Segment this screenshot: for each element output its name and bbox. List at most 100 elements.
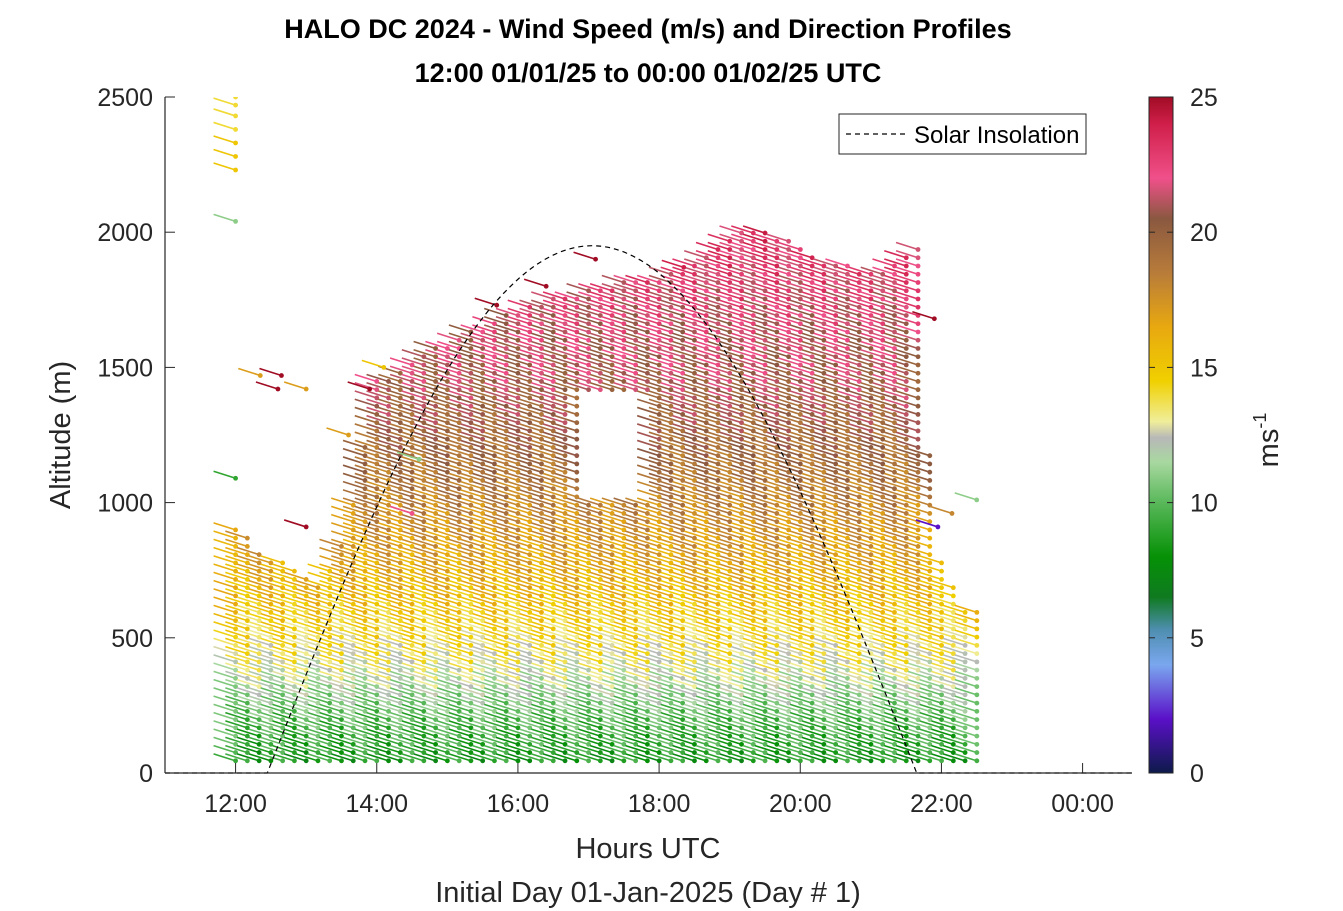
wind-barb-head <box>256 725 262 731</box>
wind-barb-shaft <box>272 662 295 671</box>
wind-barb-head <box>303 576 309 582</box>
wind-barb-head <box>233 552 238 558</box>
wind-barb-head <box>292 593 297 599</box>
wind-barb-shaft <box>319 662 342 671</box>
wind-barb-head <box>268 733 274 739</box>
wind-barb-head <box>562 486 568 492</box>
wind-barbs <box>213 97 980 764</box>
wind-barb-head <box>362 717 368 722</box>
wind-barb-head <box>233 585 238 591</box>
wind-barb-shaft <box>213 588 236 597</box>
wind-barb <box>272 687 297 698</box>
wind-barb-shaft <box>260 662 283 671</box>
wind-barb-head <box>233 642 238 648</box>
wind-barb-head <box>339 700 344 706</box>
wind-barb-head <box>303 651 309 657</box>
wind-barb-head <box>268 651 274 657</box>
wind-barb-head <box>256 667 262 673</box>
wind-barb <box>225 546 250 558</box>
wind-barb-head <box>244 692 250 698</box>
wind-barb <box>272 753 297 764</box>
wind-barb-shaft <box>225 670 248 680</box>
wind-barb-shaft <box>248 728 272 737</box>
wind-barb-head <box>350 626 356 632</box>
wind-barb-head <box>280 634 286 640</box>
wind-barb-shaft <box>331 703 354 713</box>
wind-barb-head <box>256 568 262 574</box>
wind-barb <box>248 555 274 566</box>
wind-barb <box>319 720 344 731</box>
wind-barb-shaft <box>260 555 283 564</box>
wind-barb <box>307 678 333 690</box>
wind-barb-shaft <box>295 711 319 721</box>
wind-barb <box>236 629 262 640</box>
wind-barb <box>260 629 286 640</box>
wind-barb-head <box>468 758 474 764</box>
wind-barb-head <box>574 428 580 434</box>
wind-barb-shaft <box>283 670 307 680</box>
wind-barb-head <box>280 741 286 747</box>
wind-barb <box>295 662 321 673</box>
wind-barb <box>248 621 274 632</box>
wind-barb-shaft <box>248 621 272 630</box>
wind-barb-head <box>315 700 321 706</box>
wind-barb-shaft <box>225 736 248 746</box>
wind-barb <box>319 546 344 558</box>
wind-barb <box>307 629 333 640</box>
wind-barb <box>331 645 356 657</box>
wind-barb-head <box>268 741 274 747</box>
wind-barb <box>319 563 344 574</box>
wind-barb <box>213 629 238 640</box>
wind-barb-shaft <box>272 711 295 721</box>
wind-barb-shaft <box>260 753 283 762</box>
wind-barb-head <box>303 675 309 681</box>
wind-barb-shaft <box>283 695 307 704</box>
wind-barb <box>236 555 262 566</box>
wind-barb-shaft <box>236 703 260 713</box>
wind-barb <box>283 744 309 755</box>
wind-barb-shaft <box>319 621 342 630</box>
wind-barb <box>342 703 368 714</box>
wind-barb <box>283 596 309 607</box>
wind-barb-shaft <box>260 621 283 630</box>
wind-barb-shaft <box>342 629 366 638</box>
wind-barb-head <box>574 436 580 442</box>
wind-barb <box>319 654 344 665</box>
wind-barb <box>272 596 297 607</box>
wind-barb <box>319 645 344 657</box>
wind-barb-shaft <box>342 678 366 688</box>
wind-barb <box>331 612 356 624</box>
wind-barb-shaft <box>295 703 319 713</box>
wind-barb-head <box>233 601 238 607</box>
wind-barb-shaft <box>331 728 354 737</box>
wind-barb-shaft <box>342 464 366 473</box>
wind-barb <box>283 588 309 599</box>
wind-barb-shaft <box>213 612 236 622</box>
wind-barb-shaft <box>307 728 330 737</box>
wind-barb <box>319 753 344 764</box>
wind-barb-shaft <box>319 538 342 548</box>
wind-barb <box>248 596 274 607</box>
wind-barb-head <box>268 667 274 673</box>
wind-barb-shaft <box>307 596 330 605</box>
wind-barb-head <box>339 684 344 690</box>
wind-barb-head <box>244 552 250 558</box>
wind-barb-head <box>562 395 568 401</box>
wind-barb-shaft <box>283 645 307 655</box>
wind-barb-shaft <box>213 563 236 572</box>
wind-barb-head <box>280 750 286 755</box>
wind-barb-head <box>256 585 262 591</box>
wind-barb-shaft <box>307 744 330 754</box>
wind-barb-shaft <box>342 447 366 457</box>
wind-barb <box>331 670 356 681</box>
wind-barb-shaft <box>331 555 354 564</box>
wind-barb-shaft <box>225 695 248 704</box>
wind-barb <box>248 662 274 673</box>
wind-barb <box>307 579 333 591</box>
wind-barb-shaft <box>319 555 342 564</box>
wind-barb-shaft <box>307 612 330 622</box>
wind-barb <box>248 645 274 657</box>
wind-barb-shaft <box>213 621 236 630</box>
wind-barb-head <box>256 634 262 640</box>
wind-barb-head <box>292 568 297 574</box>
